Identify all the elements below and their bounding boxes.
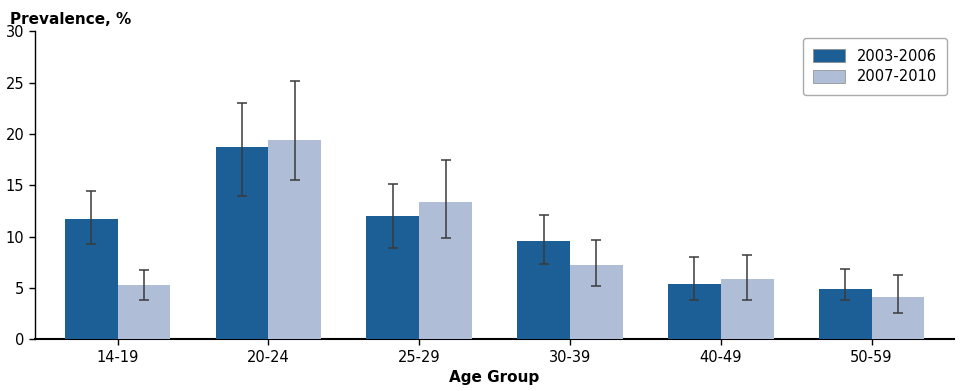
- X-axis label: Age Group: Age Group: [449, 370, 540, 386]
- Text: Prevalence, %: Prevalence, %: [10, 12, 131, 27]
- Bar: [216, 147, 269, 339]
- Bar: [721, 279, 774, 339]
- Bar: [118, 285, 171, 339]
- Bar: [819, 289, 872, 339]
- Bar: [65, 219, 118, 339]
- Bar: [668, 284, 721, 339]
- Bar: [517, 241, 570, 339]
- Bar: [872, 297, 924, 339]
- Bar: [367, 216, 420, 339]
- Bar: [269, 140, 322, 339]
- Bar: [420, 202, 472, 339]
- Bar: [570, 265, 623, 339]
- Legend: 2003-2006, 2007-2010: 2003-2006, 2007-2010: [803, 38, 948, 95]
